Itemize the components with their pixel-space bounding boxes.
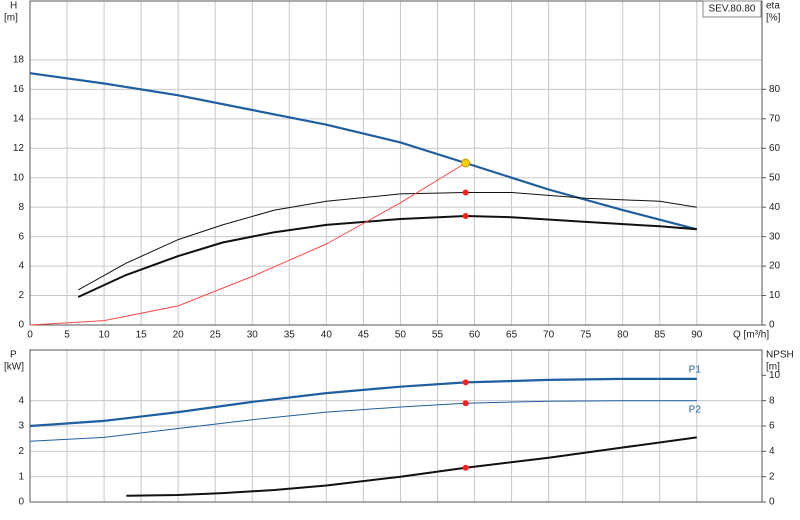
y-tick-label: 1 — [18, 471, 24, 482]
x-tick-label: 70 — [543, 330, 555, 341]
curve — [77, 215, 697, 298]
x-axis-label: Q [m³/h] — [733, 330, 769, 341]
y-axis-label: H — [10, 1, 17, 12]
y2-tick-label: 4 — [769, 446, 775, 457]
curve — [29, 377, 697, 428]
x-tick-label: 65 — [506, 330, 518, 341]
x-tick-label: 40 — [321, 330, 333, 341]
x-tick-label: 45 — [358, 330, 370, 341]
y2-tick-label: 2 — [769, 471, 775, 482]
x-tick-label: 30 — [247, 330, 259, 341]
curve — [126, 436, 697, 497]
curve — [29, 162, 466, 326]
x-tick-label: 55 — [432, 330, 444, 341]
y-tick-label: 10 — [13, 172, 25, 183]
y2-tick-label: 10 — [769, 370, 781, 381]
title-box — [702, 0, 762, 18]
y-tick-label: 6 — [18, 231, 24, 242]
y2-tick-label: 40 — [769, 202, 781, 213]
x-tick-label: 25 — [210, 330, 222, 341]
y-tick-label: 4 — [18, 395, 24, 406]
y-tick-label: 0 — [18, 497, 24, 508]
y2-tick-label: 0 — [769, 320, 775, 331]
x-tick-label: 75 — [580, 330, 592, 341]
y2-tick-label: 60 — [769, 143, 781, 154]
y2-axis-label: NPSH — [766, 350, 794, 361]
y-axis-unit: [kW] — [4, 362, 24, 373]
plot-frame — [29, 0, 763, 326]
series-label: P1 — [689, 365, 702, 376]
y2-tick-label: 30 — [769, 231, 781, 242]
y2-tick-label: 50 — [769, 172, 781, 183]
x-tick-label: 80 — [617, 330, 629, 341]
y-tick-label: 8 — [18, 202, 24, 213]
operating-point — [462, 213, 469, 220]
operating-point — [462, 379, 469, 386]
y2-tick-label: 70 — [769, 113, 781, 124]
y2-axis-label: eta — [766, 1, 780, 12]
y-tick-label: 16 — [13, 84, 25, 95]
curve — [77, 192, 697, 291]
chart-title: SEV.80.80 — [709, 4, 756, 15]
curve — [29, 400, 697, 442]
x-tick-label: 0 — [27, 330, 33, 341]
x-tick-label: 10 — [99, 330, 111, 341]
operating-point — [462, 464, 469, 471]
series-label: P2 — [689, 404, 702, 415]
y-axis-label: P — [10, 350, 17, 361]
y2-axis-unit: [m] — [766, 362, 780, 373]
x-tick-label: 90 — [691, 330, 703, 341]
x-tick-label: 20 — [173, 330, 185, 341]
operating-point — [462, 400, 469, 407]
operating-point — [461, 158, 471, 168]
y2-tick-label: 80 — [769, 84, 781, 95]
y2-tick-label: 8 — [769, 395, 775, 406]
x-tick-label: 85 — [654, 330, 666, 341]
curve — [29, 72, 698, 231]
y-tick-label: 12 — [13, 143, 25, 154]
x-tick-label: 60 — [469, 330, 481, 341]
y2-tick-label: 0 — [769, 497, 775, 508]
y-tick-label: 18 — [13, 55, 25, 66]
y-tick-label: 3 — [18, 421, 24, 432]
y-tick-label: 2 — [18, 446, 24, 457]
y-tick-label: 14 — [13, 113, 25, 124]
y2-tick-label: 20 — [769, 261, 781, 272]
y-tick-label: 0 — [18, 320, 24, 331]
x-tick-label: 5 — [64, 330, 70, 341]
y-tick-label: 2 — [18, 290, 24, 301]
y-axis-unit: [m] — [4, 13, 18, 24]
y2-axis-unit: [%] — [766, 13, 781, 24]
operating-point — [462, 189, 469, 196]
y2-tick-label: 6 — [769, 421, 775, 432]
y-tick-label: 4 — [18, 261, 24, 272]
x-tick-label: 35 — [284, 330, 296, 341]
y2-tick-label: 10 — [769, 290, 781, 301]
x-tick-label: 50 — [395, 330, 407, 341]
x-tick-label: 15 — [136, 330, 148, 341]
